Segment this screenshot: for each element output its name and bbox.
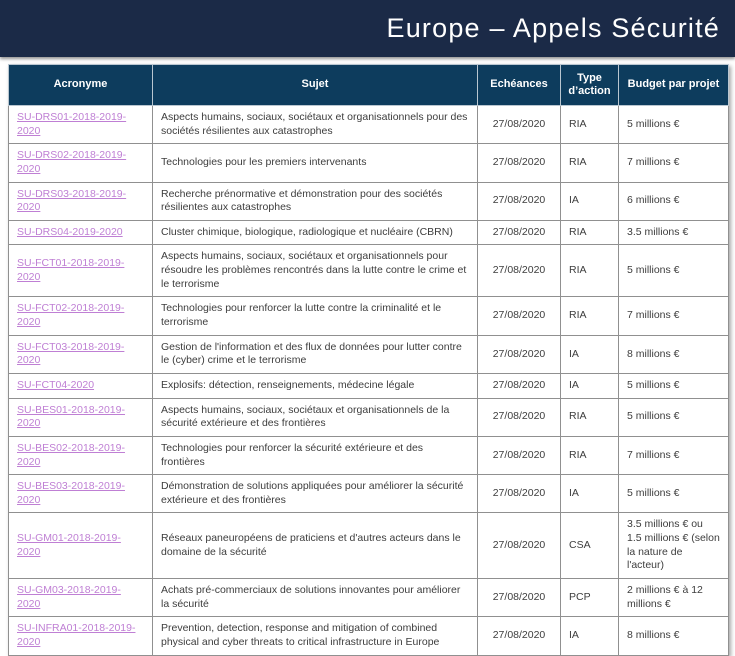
acronym-link[interactable]: SU-GM03-2018-2019-2020 bbox=[17, 584, 121, 610]
table-row: SU-GM01-2018-2019-2020 Réseaux paneuropé… bbox=[8, 512, 729, 580]
table-row: SU-FCT04-2020 Explosifs: détection, rens… bbox=[8, 372, 729, 399]
subject-cell: Réseaux paneuropéens de praticiens et d'… bbox=[152, 512, 478, 580]
column-header-budget: Budget par projet bbox=[618, 64, 729, 106]
budget-cell: 6 millions € bbox=[618, 181, 729, 221]
deadline-cell: 27/08/2020 bbox=[477, 372, 561, 399]
budget-cell: 7 millions € bbox=[618, 435, 729, 476]
subject-cell: Cluster chimique, biologique, radiologiq… bbox=[152, 219, 478, 246]
slide-title-bar: Europe – Appels Sécurité bbox=[0, 0, 735, 57]
budget-cell: 2 millions € à 12 millions € bbox=[618, 578, 729, 618]
table-header-row: Acronyme Sujet Echéances Type d’action B… bbox=[8, 64, 729, 106]
subject-cell: Gestion de l'information et des flux de … bbox=[152, 334, 478, 374]
acronym-link[interactable]: SU-BES03-2018-2019-2020 bbox=[17, 480, 125, 506]
acronym-link[interactable]: SU-INFRA01-2018-2019-2020 bbox=[17, 622, 136, 648]
budget-cell: 3.5 millions € bbox=[618, 219, 729, 246]
acronym-link[interactable]: SU-BES02-2018-2019-2020 bbox=[17, 441, 125, 468]
subject-cell: Aspects humains, sociaux, sociétaux et o… bbox=[152, 244, 478, 298]
budget-cell: 5 millions € bbox=[618, 104, 729, 145]
budget-cell: 5 millions € bbox=[618, 397, 729, 437]
table-row: SU-BES02-2018-2019-2020 Technologies pou… bbox=[8, 435, 729, 476]
subject-cell: Prevention, detection, response and miti… bbox=[152, 616, 478, 656]
table-row: SU-FCT02-2018-2019-2020 Technologies pou… bbox=[8, 296, 729, 336]
subject-cell: Aspects humains, sociaux, sociétaux et o… bbox=[152, 397, 478, 437]
budget-cell: 8 millions € bbox=[618, 616, 729, 656]
deadline-cell: 27/08/2020 bbox=[477, 296, 561, 336]
acronym-link[interactable]: SU-FCT04-2020 bbox=[17, 378, 95, 391]
acronym-link[interactable]: SU-DRS02-2018-2019-2020 bbox=[17, 149, 127, 175]
acronym-link[interactable]: SU-FCT01-2018-2019-2020 bbox=[17, 257, 125, 283]
action-type-cell: PCP bbox=[560, 578, 619, 618]
acronym-link[interactable]: SU-GM01-2018-2019-2020 bbox=[17, 532, 121, 558]
table-row: SU-GM03-2018-2019-2020 Achats pré-commer… bbox=[8, 578, 729, 618]
action-type-cell: RIA bbox=[560, 143, 619, 183]
budget-cell: 5 millions € bbox=[618, 244, 729, 298]
deadline-cell: 27/08/2020 bbox=[477, 578, 561, 618]
table-row: SU-FCT03-2018-2019-2020 Gestion de l'inf… bbox=[8, 334, 729, 374]
deadline-cell: 27/08/2020 bbox=[477, 244, 561, 298]
acronym-link[interactable]: SU-FCT03-2018-2019-2020 bbox=[17, 340, 125, 367]
budget-cell: 5 millions € bbox=[618, 372, 729, 399]
action-type-cell: IA bbox=[560, 616, 619, 656]
deadline-cell: 27/08/2020 bbox=[477, 219, 561, 246]
budget-cell: 7 millions € bbox=[618, 296, 729, 336]
subject-cell: Technologies pour les premiers intervena… bbox=[152, 143, 478, 183]
acronym-link[interactable]: SU-DRS03-2018-2019-2020 bbox=[17, 187, 127, 214]
subject-cell: Aspects humains, sociaux, sociétaux et o… bbox=[152, 104, 478, 145]
deadline-cell: 27/08/2020 bbox=[477, 435, 561, 476]
subject-cell: Technologies pour renforcer la lutte con… bbox=[152, 296, 478, 336]
action-type-cell: RIA bbox=[560, 296, 619, 336]
column-header-type-action: Type d’action bbox=[560, 64, 619, 106]
subject-cell: Démonstration de solutions appliquées po… bbox=[152, 474, 478, 514]
subject-cell: Technologies pour renforcer la sécurité … bbox=[152, 435, 478, 476]
table-row: SU-DRS03-2018-2019-2020 Recherche prénor… bbox=[8, 181, 729, 221]
deadline-cell: 27/08/2020 bbox=[477, 474, 561, 514]
action-type-cell: IA bbox=[560, 372, 619, 399]
action-type-cell: RIA bbox=[560, 104, 619, 145]
acronym-link[interactable]: SU-DRS01-2018-2019-2020 bbox=[17, 111, 127, 137]
budget-cell: 3.5 millions € ou 1.5 millions € (selon … bbox=[618, 512, 729, 580]
deadline-cell: 27/08/2020 bbox=[477, 104, 561, 145]
table-row: SU-DRS01-2018-2019-2020 Aspects humains,… bbox=[8, 104, 729, 145]
budget-cell: 8 millions € bbox=[618, 334, 729, 374]
action-type-cell: IA bbox=[560, 474, 619, 514]
subject-cell: Achats pré-commerciaux de solutions inno… bbox=[152, 578, 478, 618]
subject-cell: Recherche prénormative et démonstration … bbox=[152, 181, 478, 221]
table-row: SU-BES01-2018-2019-2020 Aspects humains,… bbox=[8, 397, 729, 437]
deadline-cell: 27/08/2020 bbox=[477, 616, 561, 656]
deadline-cell: 27/08/2020 bbox=[477, 397, 561, 437]
table-row: SU-FCT01-2018-2019-2020 Aspects humains,… bbox=[8, 244, 729, 298]
deadline-cell: 27/08/2020 bbox=[477, 181, 561, 221]
action-type-cell: IA bbox=[560, 181, 619, 221]
security-calls-table: Acronyme Sujet Echéances Type d’action B… bbox=[8, 64, 729, 656]
action-type-cell: RIA bbox=[560, 397, 619, 437]
deadline-cell: 27/08/2020 bbox=[477, 512, 561, 580]
action-type-cell: RIA bbox=[560, 244, 619, 298]
deadline-cell: 27/08/2020 bbox=[477, 334, 561, 374]
table-row: SU-INFRA01-2018-2019-2020 Prevention, de… bbox=[8, 616, 729, 656]
page-title: Europe – Appels Sécurité bbox=[386, 13, 720, 43]
column-header-echeances: Echéances bbox=[477, 64, 561, 106]
budget-cell: 5 millions € bbox=[618, 474, 729, 514]
action-type-cell: IA bbox=[560, 334, 619, 374]
column-header-acronyme: Acronyme bbox=[8, 64, 153, 106]
budget-cell: 7 millions € bbox=[618, 143, 729, 183]
table-row: SU-BES03-2018-2019-2020 Démonstration de… bbox=[8, 474, 729, 514]
acronym-link[interactable]: SU-DRS04-2019-2020 bbox=[17, 225, 123, 238]
action-type-cell: CSA bbox=[560, 512, 619, 580]
table-row: SU-DRS04-2019-2020 Cluster chimique, bio… bbox=[8, 219, 729, 246]
deadline-cell: 27/08/2020 bbox=[477, 143, 561, 183]
column-header-sujet: Sujet bbox=[152, 64, 478, 106]
subject-cell: Explosifs: détection, renseignements, mé… bbox=[152, 372, 478, 399]
action-type-cell: RIA bbox=[560, 219, 619, 246]
acronym-link[interactable]: SU-BES01-2018-2019-2020 bbox=[17, 403, 125, 430]
table-row: SU-DRS02-2018-2019-2020 Technologies pou… bbox=[8, 143, 729, 183]
acronym-link[interactable]: SU-FCT02-2018-2019-2020 bbox=[17, 302, 125, 329]
action-type-cell: RIA bbox=[560, 435, 619, 476]
